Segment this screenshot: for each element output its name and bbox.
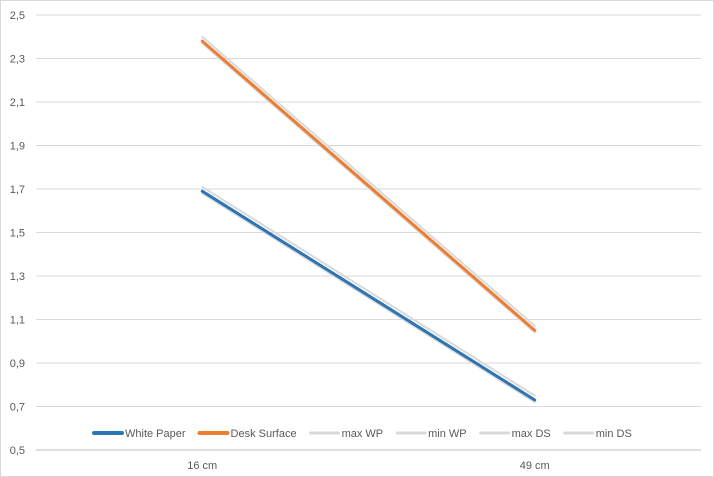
- series-line-desk-surface: [200, 39, 537, 332]
- y-tick-label: 0,5: [10, 445, 25, 457]
- y-tick-label: 2,3: [10, 54, 25, 66]
- y-tick-label: 1,1: [10, 315, 25, 327]
- series-line-white-paper: [200, 189, 537, 402]
- series-line-max-ds: [201, 35, 536, 328]
- y-tick-label: 0,7: [10, 402, 25, 414]
- x-tick-label: 49 cm: [520, 460, 550, 472]
- legend-label: max DS: [512, 428, 551, 440]
- legend-label: min WP: [428, 428, 467, 440]
- y-tick-label: 2,5: [10, 10, 25, 22]
- y-tick-label: 2,1: [10, 97, 25, 109]
- legend-label: White Paper: [125, 428, 186, 440]
- series-line-min-wp: [201, 192, 536, 404]
- y-tick-label: 1,7: [10, 184, 25, 196]
- series-line-min-ds: [201, 42, 536, 334]
- y-tick-label: 1,9: [10, 141, 25, 153]
- legend-label: Desk Surface: [231, 428, 297, 440]
- x-tick-label: 16 cm: [187, 460, 217, 472]
- y-tick-label: 1,3: [10, 271, 25, 283]
- legend-label: min DS: [596, 428, 632, 440]
- y-tick-label: 1,5: [10, 228, 25, 240]
- y-tick-label: 0,9: [10, 358, 25, 370]
- series-line-max-wp: [201, 185, 536, 397]
- legend-label: max WP: [342, 428, 384, 440]
